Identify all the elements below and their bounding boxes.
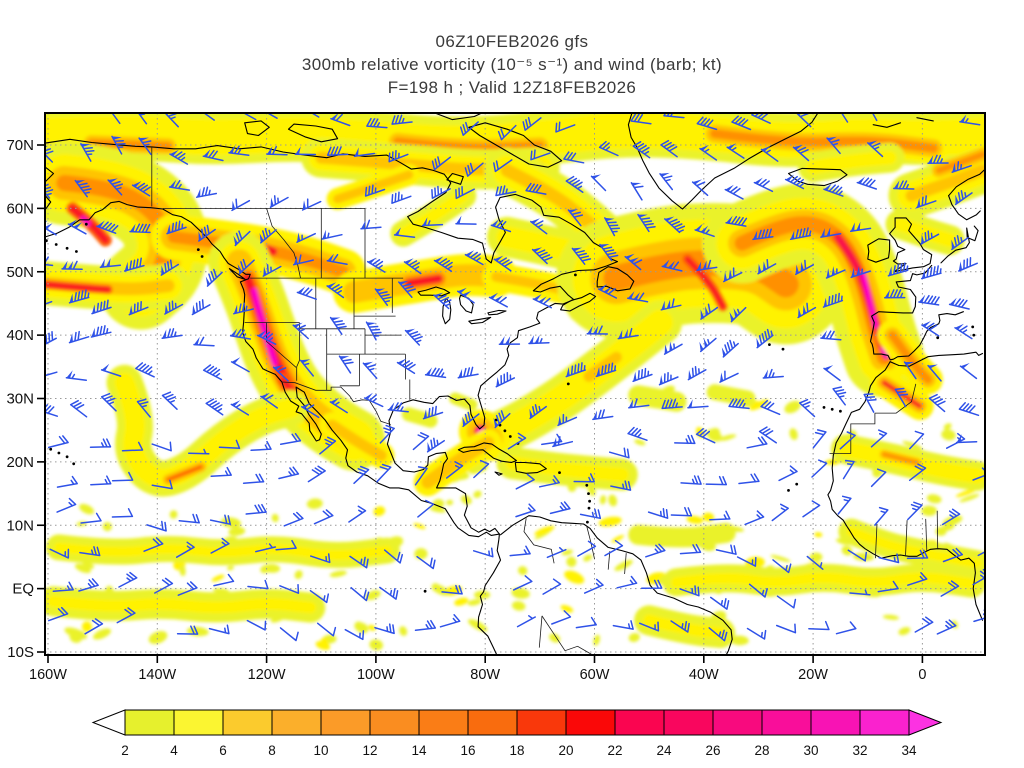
colorbar-tick-label: 32 <box>852 743 867 758</box>
lon-tick-label: 40W <box>689 667 719 683</box>
axes: 70N 60N 50N 40N 30N 20N 10N EQ 10S 160W 140W 120W 10… <box>6 137 926 683</box>
colorbar-tick-label: 18 <box>509 743 524 758</box>
lon-tick-label: 20W <box>798 667 828 683</box>
colorbar-tick-label: 6 <box>219 743 227 758</box>
title-valid-time: F=198 h ; Valid 12Z18FEB2026 <box>387 78 637 97</box>
wind-barbs-layer <box>45 113 985 642</box>
lat-tick-label: 50N <box>6 264 34 281</box>
lat-tick-label: 40N <box>6 327 34 344</box>
map-frame <box>44 112 986 656</box>
colorbar-segment <box>565 709 616 736</box>
colorbar-tick-label: 28 <box>754 743 769 758</box>
colorbar-segment <box>810 709 861 736</box>
colorbar-tick-label: 26 <box>705 743 720 758</box>
gridlines-layer <box>45 113 985 655</box>
lon-tick-label: 140W <box>138 667 176 683</box>
colorbar-tick-label: 8 <box>268 743 276 758</box>
lon-tick-label: 0 <box>918 667 926 683</box>
lat-tick-label: 30N <box>6 391 34 408</box>
colorbar-tick-label: 30 <box>803 743 818 758</box>
colorbar-segment <box>320 709 371 736</box>
colorbar-segment <box>859 709 910 736</box>
colorbar-segment <box>614 709 665 736</box>
colorbar-under-arrow <box>91 709 126 736</box>
colorbar-tick-label: 2 <box>121 743 129 758</box>
lat-tick-label: 10N <box>6 517 34 534</box>
lon-tick-label: 60W <box>580 667 610 683</box>
lon-tick-label: 120W <box>248 667 286 683</box>
title-field: 300mb relative vorticity (10⁻⁵ s⁻¹) and … <box>301 55 723 74</box>
colorbar-tick-label: 10 <box>313 743 328 758</box>
colorbar-tick-label: 34 <box>901 743 917 758</box>
lat-tick-label: 20N <box>6 454 34 471</box>
lat-tick-label: 60N <box>6 200 34 217</box>
lat-tick-label: EQ <box>12 581 34 598</box>
title-init-time: 06Z10FEB2026 gfs <box>435 32 589 51</box>
lat-tick-label: 70N <box>6 137 34 154</box>
colorbar-segment <box>369 709 420 736</box>
colorbar-tick-label: 12 <box>362 743 377 758</box>
colorbar-segment <box>124 709 175 736</box>
colorbar-tick-label: 16 <box>460 743 475 758</box>
colorbar-tick-label: 20 <box>558 743 573 758</box>
lon-tick-label: 100W <box>357 667 395 683</box>
colorbar-tick-label: 4 <box>170 743 178 758</box>
lon-tick-label: 160W <box>29 667 67 683</box>
colorbar-segment <box>418 709 469 736</box>
colorbar-tick-label: 24 <box>656 743 672 758</box>
colorbar-segment <box>467 709 518 736</box>
colorbar-over-arrow <box>908 709 943 736</box>
lat-tick-label: 10S <box>7 644 34 661</box>
colorbar: 2 4 6 8 10 12 14 16 18 20 22 24 26 28 30 32 34 <box>91 709 943 758</box>
colorbar-segment <box>761 709 812 736</box>
chart-titles: 06Z10FEB2026 gfs 300mb relative vorticit… <box>0 30 1024 99</box>
colorbar-segment <box>271 709 322 736</box>
lon-tick-label: 80W <box>470 667 500 683</box>
colorbar-segment <box>173 709 224 736</box>
coastlines-layer <box>45 113 985 655</box>
colorbar-segment <box>222 709 273 736</box>
colorbar-tick-label: 14 <box>411 743 427 758</box>
colorbar-segment <box>712 709 763 736</box>
colorbar-segment <box>663 709 714 736</box>
colorbar-segment <box>516 709 567 736</box>
map-area <box>44 112 986 656</box>
colorbar-tick-label: 22 <box>607 743 622 758</box>
